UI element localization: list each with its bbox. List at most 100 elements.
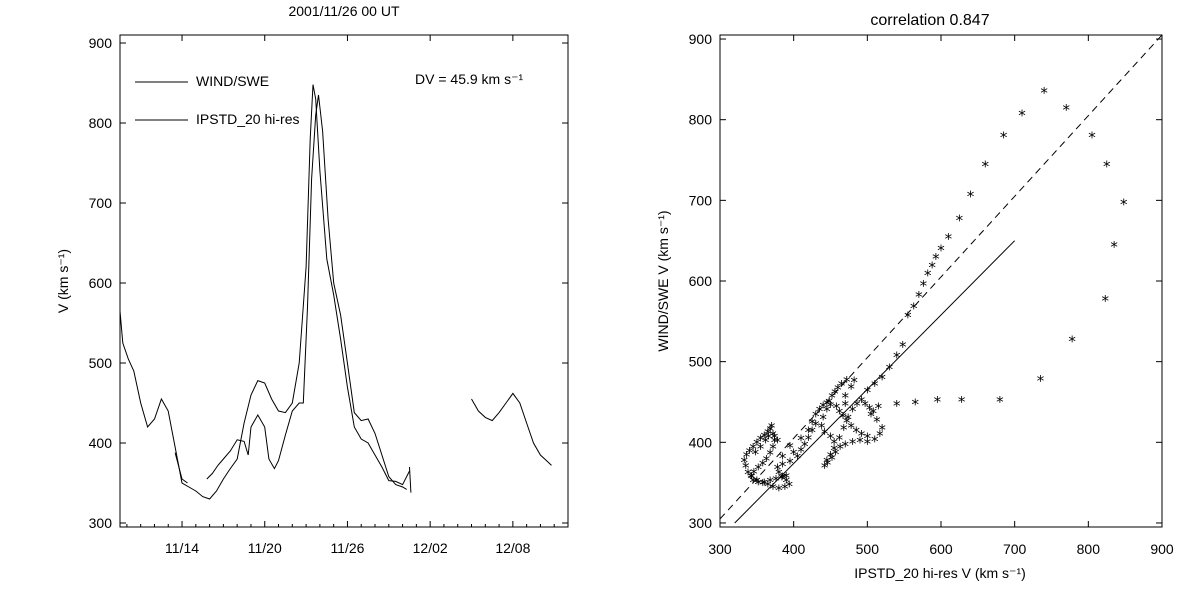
scatter-point: * bbox=[920, 277, 928, 295]
scatter-point: * bbox=[981, 157, 989, 175]
scatter-point: * bbox=[843, 373, 851, 391]
y-tick-label: 300 bbox=[89, 515, 113, 531]
scatter-point: * bbox=[812, 408, 820, 426]
scatter-point: * bbox=[794, 449, 802, 467]
scatter-point: * bbox=[1062, 101, 1070, 119]
scatter-point: * bbox=[866, 401, 874, 419]
scatter-point: * bbox=[864, 429, 872, 447]
scatter-point: * bbox=[747, 469, 755, 487]
scatter-point: * bbox=[750, 465, 758, 483]
scatter-point: * bbox=[757, 440, 765, 458]
scatter-point: * bbox=[886, 361, 894, 379]
scatter-point: * bbox=[945, 230, 953, 248]
x-tick-label: 11/20 bbox=[248, 540, 282, 556]
series-line-ipstd bbox=[409, 466, 412, 493]
scatter-point: * bbox=[790, 445, 798, 463]
series-line-ipstd bbox=[471, 392, 552, 466]
scatter-point: * bbox=[752, 445, 760, 463]
scatter-point: * bbox=[827, 429, 835, 447]
scatter-point: * bbox=[785, 478, 793, 496]
scatter-point: * bbox=[844, 411, 852, 429]
scatter-point: * bbox=[779, 449, 787, 467]
scatter-point: * bbox=[864, 383, 872, 401]
scatter-point: * bbox=[801, 437, 809, 455]
scatter-point: * bbox=[749, 440, 757, 458]
scatter-point: * bbox=[797, 443, 805, 461]
scatter-point: * bbox=[841, 397, 849, 415]
scatter-point: * bbox=[763, 452, 771, 470]
time-series-y-ticks: 300 400 500 600 700 800 900 bbox=[89, 35, 568, 531]
scatter-point: * bbox=[1068, 332, 1076, 350]
scatter-point: * bbox=[786, 454, 794, 472]
scatter-point: * bbox=[808, 424, 816, 442]
scatter-point: * bbox=[816, 403, 824, 421]
scatter-point: * bbox=[875, 399, 883, 417]
scatter-point: * bbox=[805, 431, 813, 449]
scatter-point: * bbox=[839, 409, 847, 427]
scatter-point: * bbox=[876, 427, 884, 445]
y-tick-label: 600 bbox=[89, 275, 113, 291]
scatter-point: * bbox=[768, 419, 776, 437]
scatter-point: * bbox=[1088, 128, 1096, 146]
scatter-point: * bbox=[841, 389, 849, 407]
scatter-point: * bbox=[856, 433, 864, 451]
y-tick-label: 700 bbox=[689, 192, 713, 208]
scatter-point: * bbox=[744, 466, 752, 484]
scatter-x-axis-label: IPSTD_20 hi-res V (km s⁻¹) bbox=[854, 565, 1026, 581]
scatter-point: * bbox=[765, 429, 773, 447]
scatter-point: * bbox=[760, 475, 768, 493]
series-line-ipstd bbox=[247, 94, 407, 490]
scatter-point: * bbox=[812, 417, 820, 435]
scatter-point: * bbox=[764, 478, 772, 496]
scatter-point: * bbox=[1018, 107, 1026, 125]
scatter-point: * bbox=[871, 377, 879, 395]
scatter-point: * bbox=[819, 411, 827, 429]
scatter-point: * bbox=[753, 436, 761, 454]
scatter-point: * bbox=[827, 398, 835, 416]
scatter-point: * bbox=[838, 377, 846, 395]
scatter-point: * bbox=[833, 399, 841, 417]
scatter-point: * bbox=[836, 404, 844, 422]
scatter-point: * bbox=[769, 480, 777, 498]
scatter-point: * bbox=[956, 212, 964, 230]
x-tick-label: 400 bbox=[782, 541, 806, 557]
scatter-point: * bbox=[771, 429, 779, 447]
time-series-x-ticks: 11/14 11/20 11/26 12/02 12/08 bbox=[126, 35, 555, 556]
scatter-point: * bbox=[847, 380, 855, 398]
legend-label-wind-swe: WIND/SWE bbox=[196, 73, 269, 89]
scatter-point: * bbox=[775, 482, 783, 500]
scatter-point: * bbox=[847, 419, 855, 437]
scatter-point: * bbox=[824, 456, 832, 474]
scatter-point: * bbox=[769, 427, 777, 445]
scatter-point: * bbox=[1120, 195, 1128, 213]
scatter-point: * bbox=[827, 448, 835, 466]
x-tick-label: 900 bbox=[1150, 541, 1174, 557]
y-tick-label: 900 bbox=[689, 31, 713, 47]
scatter-point: * bbox=[878, 421, 886, 439]
scatter-point: * bbox=[778, 470, 786, 488]
scatter-point: * bbox=[915, 288, 923, 306]
scatter-point: * bbox=[828, 389, 836, 407]
scatter-point: * bbox=[753, 474, 761, 492]
scatter-point: * bbox=[823, 403, 831, 421]
scatter-point: * bbox=[893, 397, 901, 415]
scatter-point: * bbox=[1110, 238, 1118, 256]
y-tick-label: 800 bbox=[89, 115, 113, 131]
reference-line-dashed bbox=[719, 34, 1163, 520]
scatter-point: * bbox=[899, 338, 907, 356]
time-series-lines bbox=[119, 84, 552, 500]
scatter-point: * bbox=[1000, 128, 1008, 146]
time-series-title: 2001/11/26 00 UT bbox=[288, 3, 399, 19]
scatter-y-ticks: 300 400 500 600 700 800 900 bbox=[689, 31, 1162, 531]
scatter-point: * bbox=[755, 475, 763, 493]
y-tick-label: 900 bbox=[89, 35, 113, 51]
scatter-point: * bbox=[769, 440, 777, 458]
scatter-point: * bbox=[853, 397, 861, 415]
scatter-point: * bbox=[996, 393, 1004, 411]
y-tick-label: 600 bbox=[689, 273, 713, 289]
scatter-point: * bbox=[808, 415, 816, 433]
time-series-y-axis-label: V (km s⁻¹) bbox=[55, 249, 71, 313]
time-series-annotation: DV = 45.9 km s⁻¹ bbox=[415, 71, 523, 87]
scatter-point: * bbox=[779, 470, 787, 488]
y-tick-label: 500 bbox=[89, 355, 113, 371]
